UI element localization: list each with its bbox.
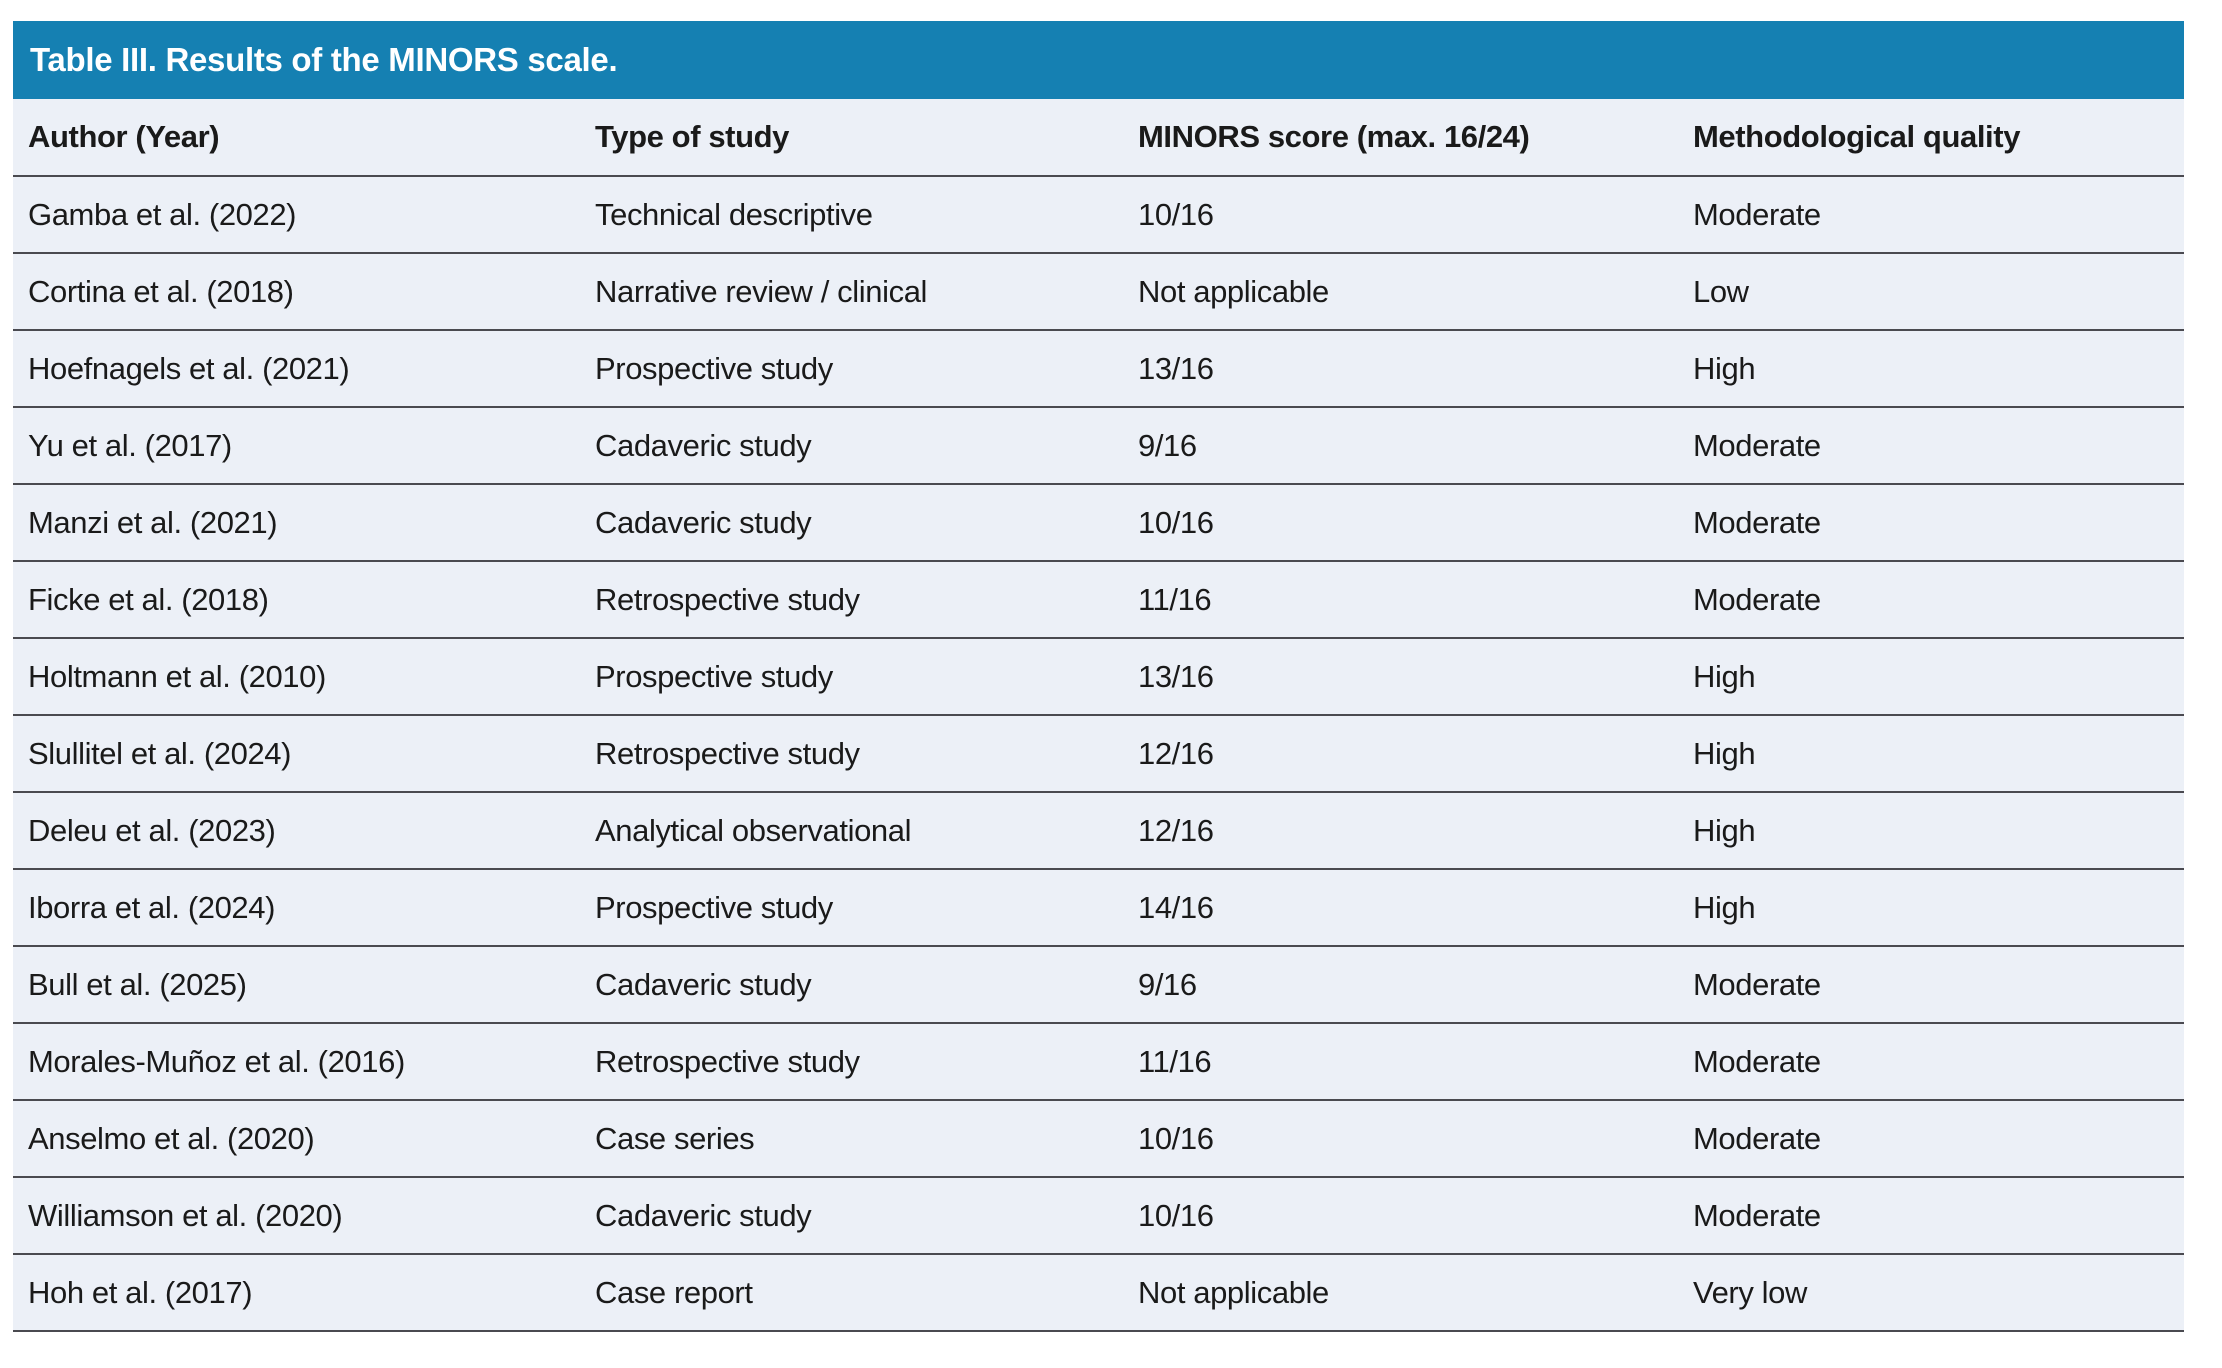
- table-row: Cortina et al. (2018) Narrative review / …: [13, 253, 2184, 330]
- table-cell-col1: Prospective study: [595, 889, 833, 925]
- table-row: Williamson et al. (2020) Cadaveric study 1…: [13, 1177, 2184, 1254]
- table-row: Holtmann et al. (2010) Prospective study 1…: [13, 638, 2184, 715]
- table-cell-col3: Moderate: [1693, 966, 1821, 1002]
- table-cell-col0: Hoh et al. (2017): [28, 1274, 253, 1310]
- table-cell-col1: Prospective study: [595, 350, 833, 386]
- table-cell-col2: 9/16: [1138, 427, 1197, 463]
- table-cell-col0: Hoefnagels et al. (2021): [28, 350, 350, 386]
- table-cell-col0: Deleu et al. (2023): [28, 812, 276, 848]
- table-row: Deleu et al. (2023) Analytical observatio…: [13, 792, 2184, 869]
- table-cell-col3: Moderate: [1693, 196, 1821, 232]
- column-header-3: Methodological quality: [1693, 119, 2021, 154]
- table-cell-col3: Moderate: [1693, 1120, 1821, 1156]
- table-cell-col3: High: [1693, 658, 1756, 694]
- table-cell-col1: Retrospective study: [595, 735, 860, 771]
- table-cell-col3: Very low: [1693, 1274, 1807, 1310]
- table-row: Morales-Muñoz et al. (2016) Retrospective…: [13, 1023, 2184, 1100]
- table-cell-col0: Holtmann et al. (2010): [28, 658, 326, 694]
- table-cell-col2: Not applicable: [1138, 1274, 1329, 1310]
- table-cell-col0: Morales-Muñoz et al. (2016): [28, 1043, 405, 1079]
- table-cell-col1: Cadaveric study: [595, 504, 812, 540]
- table-cell-col3: Moderate: [1693, 427, 1821, 463]
- table-cell-col3: Moderate: [1693, 1043, 1821, 1079]
- column-header-2: MINORS score (max. 16/24): [1138, 119, 1530, 154]
- column-header-1: Type of study: [595, 119, 790, 154]
- table-row: Hoefnagels et al. (2021) Prospective stud…: [13, 330, 2184, 407]
- table-cell-col2: 12/16: [1138, 735, 1214, 771]
- table-cell-col2: 9/16: [1138, 966, 1197, 1002]
- table-title-bar: Table III. Results of the MINORS scale.: [13, 21, 2184, 99]
- table-cell-col2: Not applicable: [1138, 273, 1329, 309]
- table-cell-col0: Gamba et al. (2022): [28, 196, 297, 232]
- table-cell-col2: 11/16: [1138, 1043, 1212, 1079]
- table-cell-col1: Retrospective study: [595, 581, 860, 617]
- table-row: Iborra et al. (2024) Prospective study 14/…: [13, 869, 2184, 946]
- table-cell-col3: Moderate: [1693, 1197, 1821, 1233]
- table-cell-col0: Iborra et al. (2024): [28, 889, 276, 925]
- table-cell-col1: Case report: [595, 1274, 753, 1310]
- table-cell-col0: Manzi et al. (2021): [28, 504, 278, 540]
- table-cell-col3: High: [1693, 889, 1756, 925]
- table-cell-col2: 10/16: [1138, 1197, 1214, 1233]
- table-row: Anselmo et al. (2020) Case series 10/16 Mod…: [13, 1100, 2184, 1177]
- table-cell-col2: 10/16: [1138, 196, 1214, 232]
- table-cell-col3: Low: [1693, 273, 1749, 309]
- table-cell-col0: Anselmo et al. (2020): [28, 1120, 315, 1156]
- table-title: Table III. Results of the MINORS scale.: [30, 41, 618, 78]
- table-cell-col3: High: [1693, 735, 1756, 771]
- table-cell-col0: Slullitel et al. (2024): [28, 735, 292, 771]
- table-row: Slullitel et al. (2024) Retrospective stu…: [13, 715, 2184, 792]
- table-cell-col1: Case series: [595, 1120, 755, 1156]
- table-cell-col0: Ficke et al. (2018): [28, 581, 269, 617]
- table-cell-col0: Yu et al. (2017): [28, 427, 232, 463]
- table-cell-col1: Analytical observational: [595, 812, 912, 848]
- table-cell-col1: Retrospective study: [595, 1043, 860, 1079]
- table-cell-col3: High: [1693, 812, 1756, 848]
- table-row: Ficke et al. (2018) Retrospective study 11…: [13, 561, 2184, 638]
- table-row: Gamba et al. (2022) Technical descriptive…: [13, 176, 2184, 253]
- header-row: Author (Year) Type of study MINORS score (…: [13, 99, 2184, 176]
- table-cell-col0: Williamson et al. (2020): [28, 1197, 343, 1233]
- table-cell-col1: Cadaveric study: [595, 427, 812, 463]
- table-cell-col2: 12/16: [1138, 812, 1214, 848]
- table-row: Manzi et al. (2021) Cadaveric study 10/16 M…: [13, 484, 2184, 561]
- page: Table III. Results of the MINORS scale. …: [13, 21, 2184, 1332]
- table-cell-col2: 13/16: [1138, 658, 1214, 694]
- table-cell-col0: Cortina et al. (2018): [28, 273, 294, 309]
- table-cell-col3: Moderate: [1693, 504, 1821, 540]
- results-table: Author (Year) Type of study MINORS score (…: [13, 99, 2184, 1332]
- table-row: Yu et al. (2017) Cadaveric study 9/16 Moder…: [13, 407, 2184, 484]
- table-cell-col3: High: [1693, 350, 1756, 386]
- table-cell-col2: 14/16: [1138, 889, 1214, 925]
- table-cell-col1: Narrative review / clinical: [595, 273, 928, 309]
- table-row: Bull et al. (2025) Cadaveric study 9/16 Mod…: [13, 946, 2184, 1023]
- table-cell-col1: Prospective study: [595, 658, 833, 694]
- table-cell-col2: 11/16: [1138, 581, 1212, 617]
- table-cell-col2: 13/16: [1138, 350, 1214, 386]
- table-cell-col1: Technical descriptive: [595, 196, 873, 232]
- table-cell-col1: Cadaveric study: [595, 966, 812, 1002]
- table-body: Gamba et al. (2022) Technical descriptive…: [13, 176, 2184, 1331]
- column-header-0: Author (Year): [28, 119, 220, 154]
- table-cell-col1: Cadaveric study: [595, 1197, 812, 1233]
- table-cell-col2: 10/16: [1138, 1120, 1214, 1156]
- table-row: Hoh et al. (2017) Case report Not applicab…: [13, 1254, 2184, 1331]
- table-cell-col0: Bull et al. (2025): [28, 966, 247, 1002]
- table-cell-col3: Moderate: [1693, 581, 1821, 617]
- table-cell-col2: 10/16: [1138, 504, 1214, 540]
